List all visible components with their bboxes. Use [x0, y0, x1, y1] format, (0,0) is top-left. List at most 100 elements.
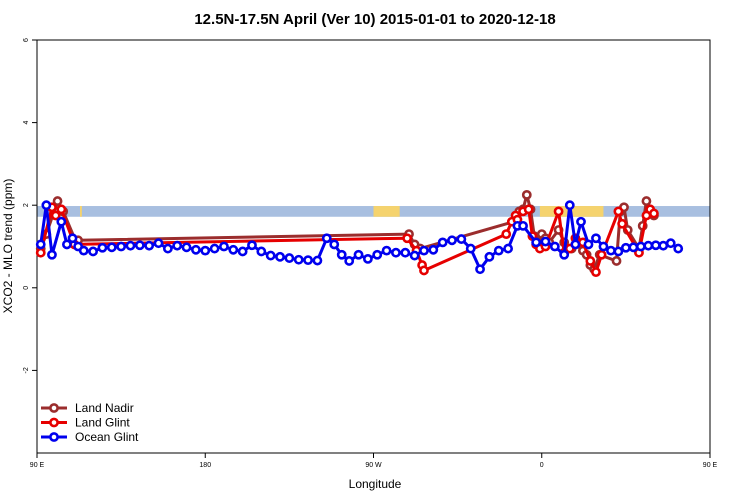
data-point [47, 249, 57, 260]
data-point [237, 246, 248, 257]
x-tick-label: 90 E [703, 462, 718, 469]
y-tick-label: 2 [23, 203, 30, 207]
land-band-segment [373, 206, 400, 217]
data-point [650, 240, 661, 251]
data-point [665, 238, 676, 249]
x-axis: 90 E 180 90 W 0 90 E [30, 453, 718, 469]
data-point [381, 245, 392, 256]
data-point [553, 206, 564, 217]
data-point [409, 250, 420, 261]
data-point [635, 241, 646, 252]
data-point [362, 253, 373, 264]
data-point [585, 256, 596, 266]
data-point [583, 239, 594, 250]
surface-band [37, 206, 710, 217]
data-point [673, 243, 684, 254]
data-point [570, 239, 581, 250]
data-point [256, 246, 267, 257]
series-ocean-glint [35, 200, 684, 275]
legend-marker [49, 432, 59, 442]
y-tick-label: 4 [23, 121, 30, 125]
x-tick-label: 180 [199, 462, 211, 469]
data-point [144, 240, 155, 251]
data-point [518, 220, 528, 231]
y-tick-label: -2 [23, 367, 30, 373]
data-point [172, 240, 183, 251]
data-point [606, 245, 616, 256]
data-point [329, 239, 340, 250]
data-point [303, 255, 313, 266]
x-tick-label: 90 W [365, 462, 382, 469]
y-tick-label: 0 [23, 286, 30, 290]
data-point [336, 249, 347, 260]
legend-label: Ocean Glint [75, 430, 139, 444]
x-tick-label: 0 [540, 462, 544, 469]
data-point [613, 206, 624, 217]
data-point [88, 246, 98, 257]
data-point [247, 240, 257, 251]
data-point [475, 264, 485, 275]
data-point [484, 251, 495, 262]
data-point [293, 254, 304, 265]
data-point [209, 243, 220, 254]
data-point [521, 189, 532, 200]
legend-label: Land Nadir [75, 401, 134, 415]
data-point [97, 242, 108, 253]
series-layer [35, 189, 684, 278]
data-point [400, 247, 411, 258]
data-point [191, 244, 201, 255]
data-point [116, 241, 127, 252]
data-point [391, 247, 401, 258]
data-point [465, 243, 476, 254]
data-point [591, 233, 601, 244]
data-point [549, 241, 560, 252]
plot-area [35, 39, 711, 454]
y-axis: -2 0 2 4 6 [23, 38, 37, 374]
data-point [531, 237, 542, 248]
data-point [617, 218, 628, 229]
legend-marker [49, 403, 59, 413]
data-point [78, 245, 89, 256]
x-tick-label: 90 E [30, 462, 45, 469]
data-point [265, 250, 276, 261]
data-point [134, 240, 145, 251]
data-point [106, 242, 117, 253]
data-point [344, 256, 355, 266]
data-point [658, 240, 669, 251]
data-point [611, 256, 622, 266]
data-point [501, 229, 512, 240]
data-point [402, 233, 413, 244]
y-tick-label: 6 [23, 38, 30, 42]
data-point [596, 249, 607, 260]
data-point [419, 245, 429, 256]
data-point [35, 247, 46, 258]
data-point [641, 196, 652, 206]
data-point [56, 216, 67, 227]
data-point [67, 233, 78, 244]
data-point [456, 234, 467, 244]
data-point [372, 249, 383, 260]
data-point [613, 246, 624, 257]
data-point [591, 267, 601, 278]
data-point [162, 243, 173, 254]
x-axis-label: Longitude [349, 477, 402, 491]
data-point [200, 245, 211, 256]
y-axis-label: XCO2 - MLO trend (ppm) [1, 179, 15, 314]
data-point [284, 253, 295, 263]
data-point [50, 210, 61, 221]
data-point [41, 200, 52, 211]
land-band-segment [79, 206, 82, 217]
data-point [56, 204, 67, 215]
data-point [628, 242, 639, 253]
data-point [649, 208, 659, 219]
data-point [275, 251, 285, 262]
data-point [559, 249, 570, 260]
data-point [437, 237, 448, 248]
data-point [620, 242, 631, 253]
data-point [52, 196, 63, 206]
chart-title: 12.5N-17.5N April (Ver 10) 2015-01-01 to… [194, 11, 555, 28]
data-point [35, 239, 46, 250]
data-point [447, 235, 457, 246]
